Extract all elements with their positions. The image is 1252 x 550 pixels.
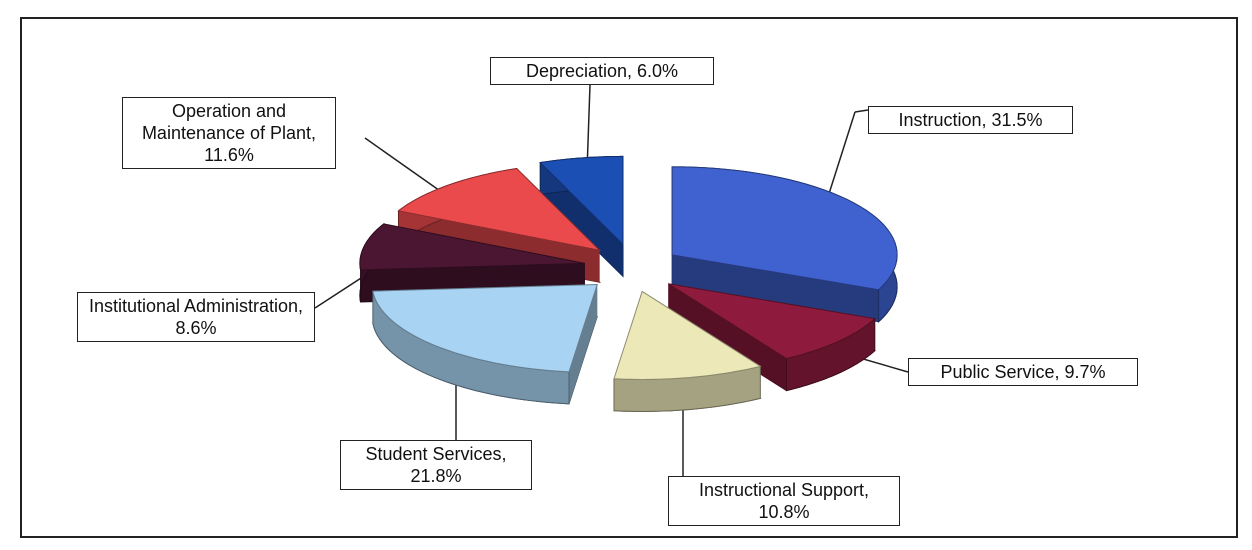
pie bbox=[359, 155, 898, 412]
data-label: Public Service, 9.7% bbox=[908, 358, 1138, 386]
data-label: Instruction, 31.5% bbox=[868, 106, 1073, 134]
data-label: Operation and Maintenance of Plant, 11.6… bbox=[122, 97, 336, 169]
data-label: Institutional Administration, 8.6% bbox=[77, 292, 315, 342]
slice bbox=[671, 166, 898, 291]
slice bbox=[539, 155, 624, 246]
slice bbox=[372, 284, 598, 373]
slice bbox=[668, 283, 876, 360]
slice bbox=[613, 290, 762, 380]
data-label: Depreciation, 6.0% bbox=[490, 57, 714, 85]
slice bbox=[359, 223, 586, 271]
slice-inner-wall bbox=[672, 254, 879, 322]
data-label: Instructional Support, 10.8% bbox=[668, 476, 900, 526]
data-label: Student Services, 21.8% bbox=[340, 440, 532, 490]
chart-frame bbox=[20, 17, 1238, 538]
slice bbox=[397, 167, 602, 252]
leader-line bbox=[854, 109, 869, 113]
